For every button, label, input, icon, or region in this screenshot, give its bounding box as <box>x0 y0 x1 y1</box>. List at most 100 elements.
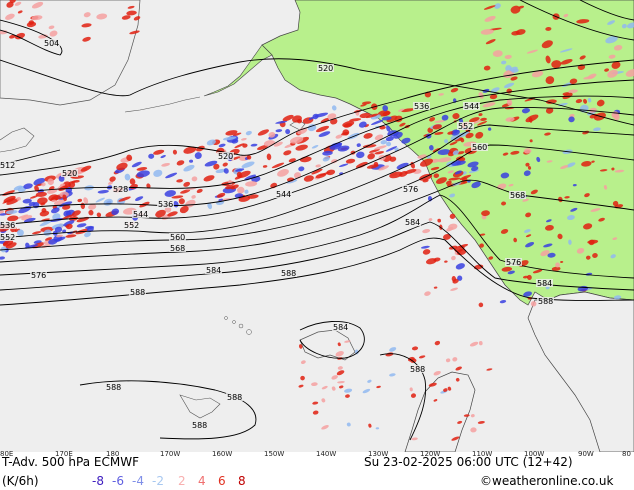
advection-cell <box>183 181 191 187</box>
advection-cell <box>245 130 252 136</box>
advection-cell <box>621 23 627 29</box>
land-southwest-coast <box>179 394 221 419</box>
advection-cell <box>363 133 373 139</box>
contour-top-right-2 <box>579 0 634 21</box>
contour-label: 504 <box>44 39 59 48</box>
advection-cell <box>610 254 616 259</box>
advection-cell <box>126 154 133 161</box>
advection-cell <box>503 82 515 88</box>
advection-cell <box>321 385 328 390</box>
contour-label: 584 <box>405 218 420 227</box>
advection-cell <box>540 250 550 257</box>
advection-cell <box>62 204 71 210</box>
advection-cell <box>560 165 569 170</box>
advection-cell <box>26 21 37 28</box>
advection-cell <box>430 166 440 171</box>
advection-cell <box>611 61 621 69</box>
longitude-label: 100W <box>524 450 544 458</box>
advection-cell <box>422 229 431 234</box>
advection-cell <box>457 420 463 424</box>
advection-cell <box>585 255 591 260</box>
advection-cell <box>183 146 197 154</box>
advection-cell <box>298 384 304 388</box>
advection-cell <box>444 139 449 144</box>
advection-cell <box>543 243 553 248</box>
advection-cell <box>23 217 36 223</box>
advection-cell <box>179 205 189 214</box>
contour-label: 576 <box>31 271 46 280</box>
advection-cell <box>454 170 462 175</box>
advection-cell <box>345 394 350 398</box>
advection-cell <box>452 357 458 362</box>
advection-cell <box>231 139 239 144</box>
advection-cell <box>523 291 532 297</box>
advection-cell <box>450 87 459 93</box>
longitude-label: 170W <box>160 450 180 458</box>
contour-label: 544 <box>276 190 291 199</box>
contour-label-bg <box>0 233 16 241</box>
advection-cell <box>54 226 63 233</box>
contour-label-bg <box>112 185 129 193</box>
advection-cell <box>587 97 592 103</box>
advection-cell <box>232 132 242 137</box>
advection-cell <box>443 234 451 240</box>
legend-value: 2 <box>178 474 186 488</box>
advection-cell <box>312 401 319 405</box>
contour-label-bg <box>402 185 419 193</box>
advection-cell <box>625 69 634 77</box>
advection-cell <box>418 355 426 359</box>
advection-cell <box>447 170 454 174</box>
advection-cell <box>523 229 531 233</box>
advection-cell <box>511 30 520 36</box>
advection-cell <box>433 173 440 179</box>
advection-cell <box>381 116 392 121</box>
advection-cell <box>311 144 319 149</box>
contour-label-bg <box>404 218 421 226</box>
advection-cell <box>45 237 53 241</box>
legend-value: 6 <box>218 474 226 488</box>
advection-cell <box>80 165 92 172</box>
advection-cell <box>51 207 60 214</box>
advection-cell <box>411 346 419 351</box>
advection-cell <box>382 111 391 117</box>
advection-cell <box>451 436 460 441</box>
advection-cell <box>16 196 21 201</box>
contour-560 <box>0 144 634 251</box>
advection-cell <box>256 144 269 151</box>
contour-504 <box>0 19 63 56</box>
advection-cell <box>545 224 554 231</box>
advection-cell <box>599 169 608 172</box>
contour-label: 536 <box>158 200 173 209</box>
advection-cell <box>315 125 330 133</box>
lon-band <box>0 452 634 456</box>
advection-cell <box>341 131 349 136</box>
advection-cell <box>614 169 625 173</box>
advection-cell <box>129 30 140 35</box>
contour-label-bg <box>132 210 149 218</box>
advection-cell <box>386 141 392 147</box>
advection-cell <box>536 156 541 163</box>
advection-cell <box>349 118 362 122</box>
contour-label-bg <box>0 221 16 229</box>
longitude-label: 120W <box>420 450 440 458</box>
advection-cell <box>322 150 333 156</box>
advection-cell <box>367 379 372 383</box>
advection-cell <box>526 49 538 54</box>
advection-cell <box>172 149 178 155</box>
advection-cell <box>389 347 397 352</box>
advection-cell <box>472 119 482 124</box>
advection-cell <box>584 193 590 198</box>
advection-cell <box>29 195 39 199</box>
advection-cell <box>126 10 137 16</box>
contour-label-bg <box>463 102 480 110</box>
advection-cell <box>478 113 483 117</box>
contour-label: 544 <box>464 102 479 111</box>
advection-cell <box>14 1 22 6</box>
advection-cell <box>530 301 537 307</box>
advection-cell <box>470 427 477 433</box>
advection-cell <box>215 168 227 174</box>
advection-cell <box>311 382 318 387</box>
advection-cell <box>330 159 338 164</box>
advection-cell <box>455 377 460 382</box>
advection-cell <box>21 215 33 221</box>
